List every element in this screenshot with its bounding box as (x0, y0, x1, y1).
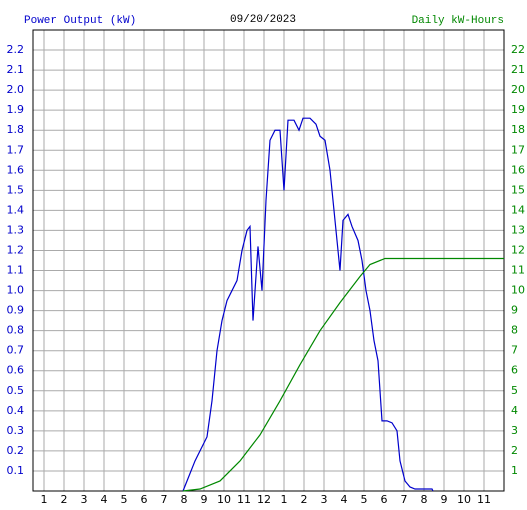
y-tick-label: 1.9 (7, 103, 25, 116)
x-tick-label: 11 (477, 493, 491, 506)
y2-tick-label: 16 (511, 163, 525, 176)
y-tick-label: 2.0 (7, 83, 25, 96)
y2-tick-label: 22 (511, 43, 525, 56)
y-tick-label: 0.5 (7, 384, 25, 397)
y2-tick-label: 20 (511, 83, 525, 96)
x-tick-label: 8 (421, 493, 428, 506)
y-tick-label: 1.4 (7, 203, 25, 216)
x-tick-label: 4 (101, 493, 108, 506)
left-axis-title: Power Output (kW) (24, 15, 136, 27)
data-line (182, 257, 504, 492)
y2-tick-label: 8 (511, 324, 518, 337)
x-tick-label: 10 (217, 493, 231, 506)
y2-tick-label: 19 (511, 103, 525, 116)
x-tick-label: 3 (321, 493, 328, 506)
y-tick-label: 1.8 (7, 123, 25, 136)
x-tick-label: 1 (281, 493, 288, 506)
y-tick-label: 1.0 (7, 284, 25, 297)
plot-frame (32, 29, 505, 492)
y-tick-label: 2.2 (7, 43, 25, 56)
x-tick-label: 3 (81, 493, 88, 506)
y-tick-label: 1.1 (7, 264, 25, 277)
y2-tick-label: 17 (511, 143, 525, 156)
y2-tick-label: 9 (511, 304, 518, 317)
x-tick-label: 6 (141, 493, 148, 506)
y-tick-label: 0.2 (7, 444, 25, 457)
y-tick-label: 0.6 (7, 364, 25, 377)
x-tick-label: 2 (61, 493, 68, 506)
y-tick-label: 0.1 (7, 464, 25, 477)
y-tick-label: 1.7 (7, 143, 25, 156)
x-tick-label: 12 (257, 493, 271, 506)
x-tick-label: 8 (181, 493, 188, 506)
y-tick-label: 0.4 (7, 404, 25, 417)
x-tick-label: 7 (161, 493, 168, 506)
x-tick-label: 5 (121, 493, 128, 506)
y-tick-label: 1.6 (7, 163, 25, 176)
data-line (182, 117, 434, 492)
x-tick-label: 1 (41, 493, 48, 506)
y2-tick-label: 2 (511, 444, 518, 457)
y2-tick-label: 7 (511, 344, 518, 357)
y-tick-label: 0.3 (7, 424, 25, 437)
y-tick-label: 1.2 (7, 243, 25, 256)
y2-tick-label: 1 (511, 464, 518, 477)
y2-tick-label: 21 (511, 63, 525, 76)
right-axis-title: Daily kW-Hours (412, 15, 504, 27)
x-tick-label: 5 (361, 493, 368, 506)
y2-tick-label: 13 (511, 223, 525, 236)
y2-tick-label: 4 (511, 404, 518, 417)
x-tick-label: 4 (341, 493, 348, 506)
y2-tick-label: 11 (511, 264, 525, 277)
y2-tick-label: 10 (511, 284, 525, 297)
y2-tick-label: 15 (511, 183, 525, 196)
y-tick-label: 0.9 (7, 304, 25, 317)
y2-tick-label: 3 (511, 424, 518, 437)
y-tick-label: 1.3 (7, 223, 25, 236)
x-tick-label: 2 (301, 493, 308, 506)
y2-tick-label: 5 (511, 384, 518, 397)
x-tick-label: 9 (441, 493, 448, 506)
y-tick-label: 2.1 (7, 63, 25, 76)
x-tick-label: 10 (457, 493, 471, 506)
x-tick-label: 11 (237, 493, 251, 506)
x-tick-label: 9 (201, 493, 208, 506)
y-tick-label: 0.8 (7, 324, 25, 337)
y2-tick-label: 18 (511, 123, 525, 136)
y-tick-label: 1.5 (7, 183, 25, 196)
y2-tick-label: 6 (511, 364, 518, 377)
y2-tick-label: 12 (511, 243, 525, 256)
chart-title: 09/20/2023 (230, 14, 296, 26)
y-tick-label: 0.7 (7, 344, 25, 357)
x-tick-label: 7 (401, 493, 408, 506)
y2-tick-label: 14 (511, 203, 525, 216)
x-tick-label: 6 (381, 493, 388, 506)
